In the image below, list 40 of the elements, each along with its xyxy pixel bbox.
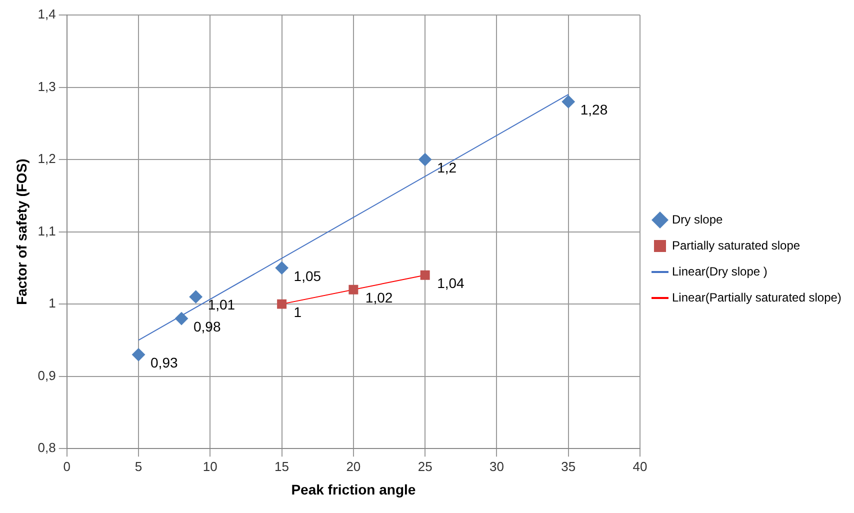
- x-tick-label: 35: [561, 458, 576, 474]
- y-tick-label: 1,2: [38, 151, 56, 166]
- point: [189, 290, 202, 304]
- legend-label: Dry slope: [672, 212, 724, 226]
- point: [175, 312, 188, 326]
- data-label: 0,93: [150, 354, 178, 371]
- data-label: 1,05: [294, 268, 322, 284]
- y-tick-label: 1,3: [38, 78, 56, 94]
- point: [275, 261, 288, 274]
- data-label: 1,01: [208, 296, 236, 313]
- data-label: 1,04: [437, 275, 465, 292]
- point: [562, 95, 575, 108]
- legend-label: Partially saturated slope: [672, 238, 800, 252]
- point: [418, 153, 432, 166]
- x-tick-label: 5: [134, 458, 142, 474]
- x-axis-title: Peak friction angle: [291, 481, 416, 498]
- data-label: 0,98: [193, 318, 221, 334]
- x-tick-label: 30: [489, 458, 504, 474]
- y-tick-label: 0,9: [38, 368, 56, 383]
- point: [420, 270, 430, 280]
- x-tick-label: 10: [202, 458, 218, 474]
- y-tick-label: 1: [48, 296, 56, 311]
- x-tick-label: 15: [274, 458, 290, 474]
- x-tick-label: 25: [418, 458, 432, 474]
- y-tick-label: 1,4: [38, 6, 56, 22]
- point: [132, 348, 146, 362]
- y-tick-label: 1,1: [38, 223, 56, 238]
- x-tick-label: 40: [632, 458, 648, 474]
- point: [277, 299, 287, 309]
- data-label: 1: [294, 304, 302, 320]
- x-tick-label: 0: [63, 458, 70, 474]
- data-label: 1,28: [580, 102, 608, 118]
- legend-label: Linear(Partially saturated slope): [672, 290, 842, 304]
- point: [348, 284, 358, 294]
- legend-label: Linear(Dry slope ): [672, 264, 768, 278]
- data-label: 1,02: [365, 289, 393, 306]
- y-tick-label: 0,8: [38, 440, 56, 456]
- data-label: 1,2: [437, 159, 457, 176]
- x-tick-label: 20: [346, 458, 361, 474]
- y-axis-title: Factor of safety (FOS): [13, 158, 30, 305]
